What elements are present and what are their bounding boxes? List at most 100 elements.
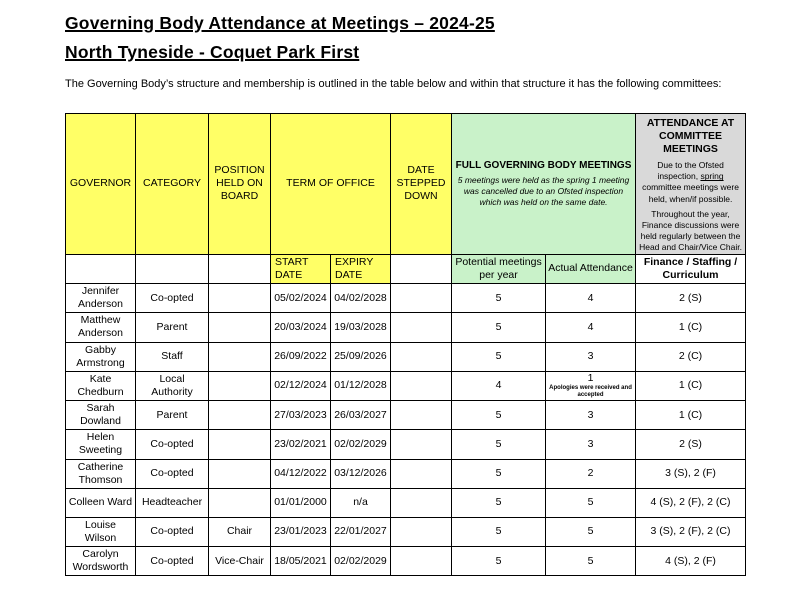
potential-meetings-cell: 5: [451, 458, 547, 489]
governor-cell: Sarah Dowland: [65, 399, 136, 431]
potential-meetings-cell: 4: [451, 370, 547, 402]
header-start-date: START DATE: [270, 253, 331, 285]
actual-attendance-cell: 5: [545, 545, 637, 577]
category-cell: Headteacher: [135, 487, 209, 518]
governor-cell: Louise Wilson: [65, 516, 136, 548]
expiry-date-cell: 02/02/2029: [329, 545, 392, 577]
potential-meetings-cell: 5: [451, 399, 547, 431]
category-cell: Local Authority: [135, 370, 209, 402]
potential-meetings-cell: 5: [451, 429, 547, 460]
actual-attendance-cell: 5: [545, 487, 637, 518]
actual-attendance-cell: 3: [545, 399, 637, 431]
start-date-cell: 02/12/2024: [270, 370, 331, 402]
date-stepped-down-cell: [390, 458, 453, 489]
governor-cell: Gabby Armstrong: [65, 341, 136, 372]
page-title: Governing Body Attendance at Meetings – …: [65, 13, 495, 33]
committee-attendance-cell: 3 (S), 2 (F), 2 (C): [635, 516, 747, 548]
empty-cell: [390, 253, 453, 285]
category-cell: Co-opted: [135, 282, 209, 314]
empty-cell: [208, 253, 271, 285]
start-date-cell: 27/03/2023: [270, 399, 331, 431]
category-cell: Co-opted: [135, 545, 209, 577]
position-cell: [208, 399, 271, 431]
header-row-sub: START DATE EXPIRY DATE Potential meeting…: [65, 253, 747, 285]
actual-attendance-cell: 1 Apologies were received and accepted: [545, 370, 637, 402]
start-date-cell: 18/05/2021: [270, 545, 331, 577]
expiry-date-cell: 03/12/2026: [329, 458, 392, 489]
committee-attendance-cell: 2 (C): [635, 341, 747, 372]
table-row: Gabby Armstrong Staff 26/09/2022 25/09/2026…: [65, 341, 747, 372]
table-row: Carolyn Wordsworth Co-opted Vice-Chair 18/0…: [65, 545, 747, 577]
committee-attendance-cell: 1 (C): [635, 399, 747, 431]
header-term-of-office: TERM OF OFFICE: [269, 113, 392, 255]
position-cell: Chair: [208, 516, 271, 548]
date-stepped-down-cell: [390, 370, 453, 402]
date-stepped-down-cell: [390, 399, 453, 431]
actual-attendance-cell: 2: [545, 458, 637, 489]
committee-attendance-title: ATTENDANCE AT COMMITTEE MEETINGS: [646, 117, 735, 156]
potential-meetings-cell: 5: [451, 487, 547, 518]
committee-note-pre: Due to the Ofsted inspection,: [657, 160, 724, 182]
governor-cell: Kate Chedburn: [65, 370, 136, 402]
actual-attendance-cell: 4: [545, 312, 637, 343]
start-date-cell: 23/02/2021: [270, 429, 331, 460]
date-stepped-down-cell: [390, 282, 453, 314]
intro-paragraph: The Governing Body’s structure and membe…: [65, 78, 722, 90]
table-row: Colleen Ward Headteacher 01/01/2000 n/a 5 5 4 …: [65, 487, 747, 518]
header-category: CATEGORY: [135, 113, 209, 255]
actual-attendance-cell: 4: [545, 282, 637, 314]
committee-attendance-cell: 2 (S): [635, 429, 747, 460]
position-cell: [208, 312, 271, 343]
committee-attendance-cell: 1 (C): [635, 312, 747, 343]
position-cell: [208, 429, 271, 460]
governor-cell: Carolyn Wordsworth: [65, 545, 136, 577]
category-cell: Parent: [135, 312, 209, 343]
header-actual-attendance: Actual Attendance: [545, 253, 637, 285]
potential-meetings-cell: 5: [451, 312, 547, 343]
position-cell: [208, 487, 271, 518]
position-cell: Vice-Chair: [208, 545, 271, 577]
header-date-stepped-down: DATE STEPPED DOWN: [390, 113, 453, 255]
title-block: Governing Body Attendance at Meetings – …: [65, 12, 495, 70]
table-row: Louise Wilson Co-opted Chair 23/01/2023 22/0…: [65, 516, 747, 548]
table-row: Catherine Thomson Co-opted 04/12/2022 03/12…: [65, 458, 747, 489]
table-body: Jennifer Anderson Co-opted 05/02/2024 04/02…: [65, 282, 747, 577]
expiry-date-cell: n/a: [329, 487, 392, 518]
position-cell: [208, 282, 271, 314]
header-committee-attendance: ATTENDANCE AT COMMITTEE MEETINGS Due to …: [635, 113, 747, 255]
header-row-main: GOVERNOR CATEGORY POSITION HELD ON BOARD…: [65, 113, 747, 255]
potential-meetings-cell: 5: [451, 282, 547, 314]
date-stepped-down-cell: [390, 341, 453, 372]
actual-attendance-cell: 3: [545, 429, 637, 460]
header-governor: GOVERNOR: [65, 113, 136, 255]
attendance-number: 1: [587, 372, 594, 385]
position-cell: [208, 458, 271, 489]
potential-meetings-cell: 5: [451, 545, 547, 577]
date-stepped-down-cell: [390, 487, 453, 518]
date-stepped-down-cell: [390, 545, 453, 577]
committee-attendance-cell: 3 (S), 2 (F): [635, 458, 747, 489]
start-date-cell: 23/01/2023: [270, 516, 331, 548]
expiry-date-cell: 26/03/2027: [329, 399, 392, 431]
category-cell: Parent: [135, 399, 209, 431]
start-date-cell: 01/01/2000: [270, 487, 331, 518]
table-row: Matthew Anderson Parent 20/03/2024 19/03/20…: [65, 312, 747, 343]
header-potential-meetings: Potential meetings per year: [451, 253, 547, 285]
category-cell: Co-opted: [135, 429, 209, 460]
committee-attendance-cell: 4 (S), 2 (F): [635, 545, 747, 577]
attendance-apologies-note: Apologies were received and accepted: [549, 384, 632, 398]
governor-cell: Catherine Thomson: [65, 458, 136, 489]
committee-attendance-cell: 2 (S): [635, 282, 747, 314]
committee-note-post: committee meetings were held, when/if po…: [642, 182, 739, 204]
full-gb-meetings-note: 5 meetings were held as the spring 1 mee…: [457, 174, 630, 207]
expiry-date-cell: 19/03/2028: [329, 312, 392, 343]
header-expiry-date: EXPIRY DATE: [329, 253, 392, 285]
date-stepped-down-cell: [390, 429, 453, 460]
category-cell: Co-opted: [135, 516, 209, 548]
page-subtitle: North Tyneside - Coquet Park First: [65, 42, 360, 62]
start-date-cell: 26/09/2022: [270, 341, 331, 372]
header-full-gb-meetings: FULL GOVERNING BODY MEETINGS 5 meetings …: [451, 113, 637, 255]
empty-cell: [135, 253, 209, 285]
potential-meetings-cell: 5: [451, 516, 547, 548]
